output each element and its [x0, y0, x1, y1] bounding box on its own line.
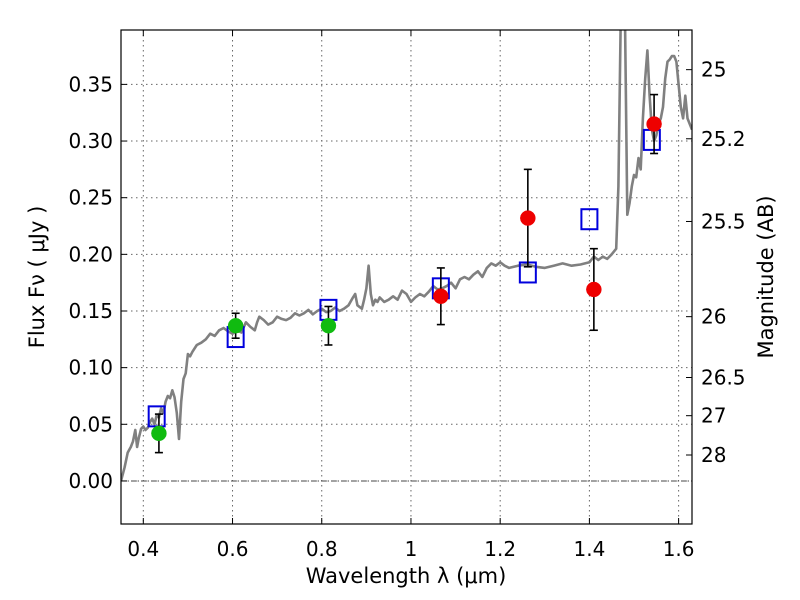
grid-lines	[121, 30, 692, 524]
y-tick-label: 0.05	[68, 412, 113, 436]
y-axis-label: Flux Fν ( μJy )	[25, 206, 49, 349]
y-tick-label: 0.20	[68, 242, 113, 266]
x-tick-label: 1	[405, 537, 418, 561]
red-data-point	[520, 210, 536, 226]
y2-axis-label: Magnitude (AB)	[754, 195, 778, 358]
x-tick-label: 1.2	[484, 537, 516, 561]
green-data-point	[320, 317, 337, 334]
mag-tick-label: 25.5	[701, 209, 746, 233]
green-data-point	[151, 425, 167, 442]
x-tick-label: 1.4	[573, 537, 605, 561]
x-tick-label: 0.6	[217, 537, 249, 561]
series-layer	[121, 30, 692, 482]
red-data-point	[586, 281, 602, 298]
model-spectrum-line	[121, 30, 692, 482]
x-tick-label: 1.6	[663, 537, 695, 561]
x-axis-label: Wavelength λ (μm)	[306, 564, 507, 588]
green-data-point	[227, 317, 244, 334]
y-tick-label: 0.00	[68, 469, 113, 493]
y-tick-label: 0.15	[68, 299, 113, 323]
x-tick-label: 0.8	[306, 537, 338, 561]
y-tick-label: 0.25	[68, 186, 113, 210]
mag-tick-label: 26	[701, 305, 726, 329]
plot-frame	[120, 29, 693, 525]
y-tick-label: 0.30	[68, 129, 113, 153]
mag-tick-label: 27	[701, 404, 726, 428]
magnitude-tick-labels: 25 25.2 25.5 26 26.5 27 28	[701, 58, 746, 467]
model-photometry-square	[580, 208, 599, 231]
y-tick-label: 0.10	[68, 356, 113, 380]
y-tick-labels: 0.00 0.05 0.10 0.15 0.20 0.25 0.30 0.35	[68, 72, 113, 493]
mag-tick-label: 28	[701, 443, 726, 467]
x-tick-labels: 0.4 0.6 0.8 1 1.2 1.4 1.6	[127, 537, 694, 561]
x-tick-label: 0.4	[127, 537, 159, 561]
tick-marks	[121, 30, 692, 524]
mag-tick-label: 25.2	[701, 127, 746, 151]
mag-tick-label: 25	[701, 58, 726, 82]
y-tick-label: 0.35	[68, 72, 113, 96]
red-data-point	[433, 288, 449, 305]
red-data-point	[646, 116, 662, 132]
mag-tick-label: 26.5	[701, 365, 746, 389]
